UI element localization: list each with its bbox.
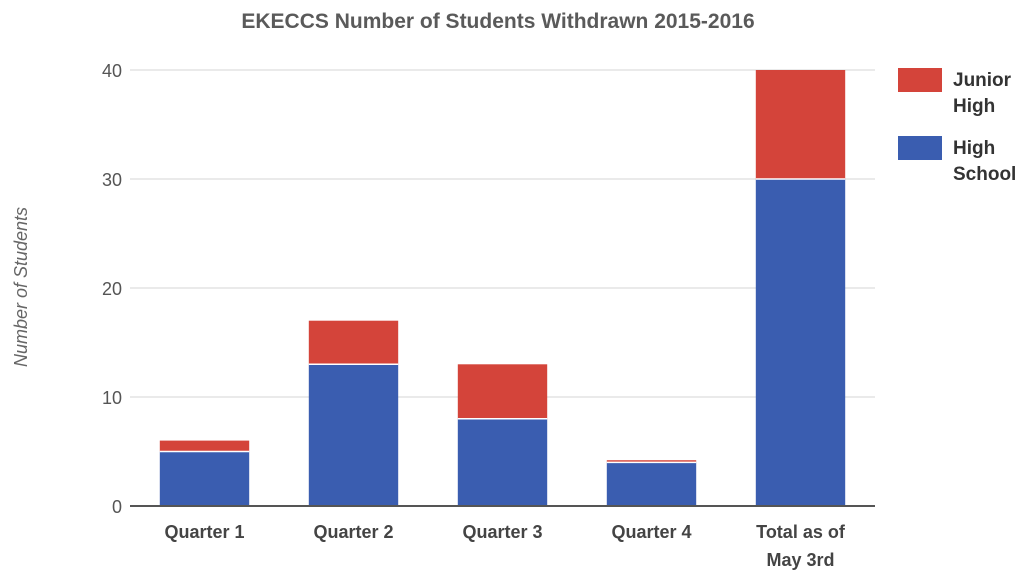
legend: Junior High High School (898, 68, 1016, 185)
bar-junior-high-5 (755, 70, 846, 179)
x-category-label: Quarter 4 (611, 522, 691, 542)
bar-junior-high-1 (159, 440, 250, 452)
legend-label: High (953, 96, 995, 117)
bar-high-school-2 (308, 364, 399, 506)
x-category-label: Quarter 2 (313, 522, 393, 542)
x-category-label: Quarter 3 (462, 522, 542, 542)
legend-swatch-high-school (898, 136, 942, 160)
y-tick-label: 10 (102, 388, 122, 408)
x-category-label: Total as of (756, 522, 846, 542)
y-tick-label: 30 (102, 170, 122, 190)
x-category-label: Quarter 1 (164, 522, 244, 542)
axes: 0 10 20 30 40 Quarter 1 Quarter 2 Quarter 3 Quar… (102, 61, 875, 570)
legend-label: Junior (953, 70, 1012, 91)
y-tick-label: 0 (112, 497, 122, 517)
y-tick-label: 40 (102, 61, 122, 81)
bar-high-school-5 (755, 179, 846, 506)
bar-high-school-4 (606, 462, 697, 506)
chart-title: EKECCS Number of Students Withdrawn 2015… (241, 10, 754, 33)
bar-junior-high-2 (308, 320, 399, 365)
bar-junior-high-4 (606, 460, 697, 463)
bar-high-school-3 (457, 418, 548, 506)
y-axis-label: Number of Students (11, 207, 31, 367)
x-category-label: May 3rd (766, 550, 834, 570)
legend-label: School (953, 164, 1016, 185)
y-tick-label: 20 (102, 279, 122, 299)
legend-swatch-junior-high (898, 68, 942, 92)
bar-junior-high-3 (457, 364, 548, 419)
legend-label: High (953, 138, 995, 159)
bars (159, 70, 846, 506)
bar-high-school-1 (159, 451, 250, 506)
